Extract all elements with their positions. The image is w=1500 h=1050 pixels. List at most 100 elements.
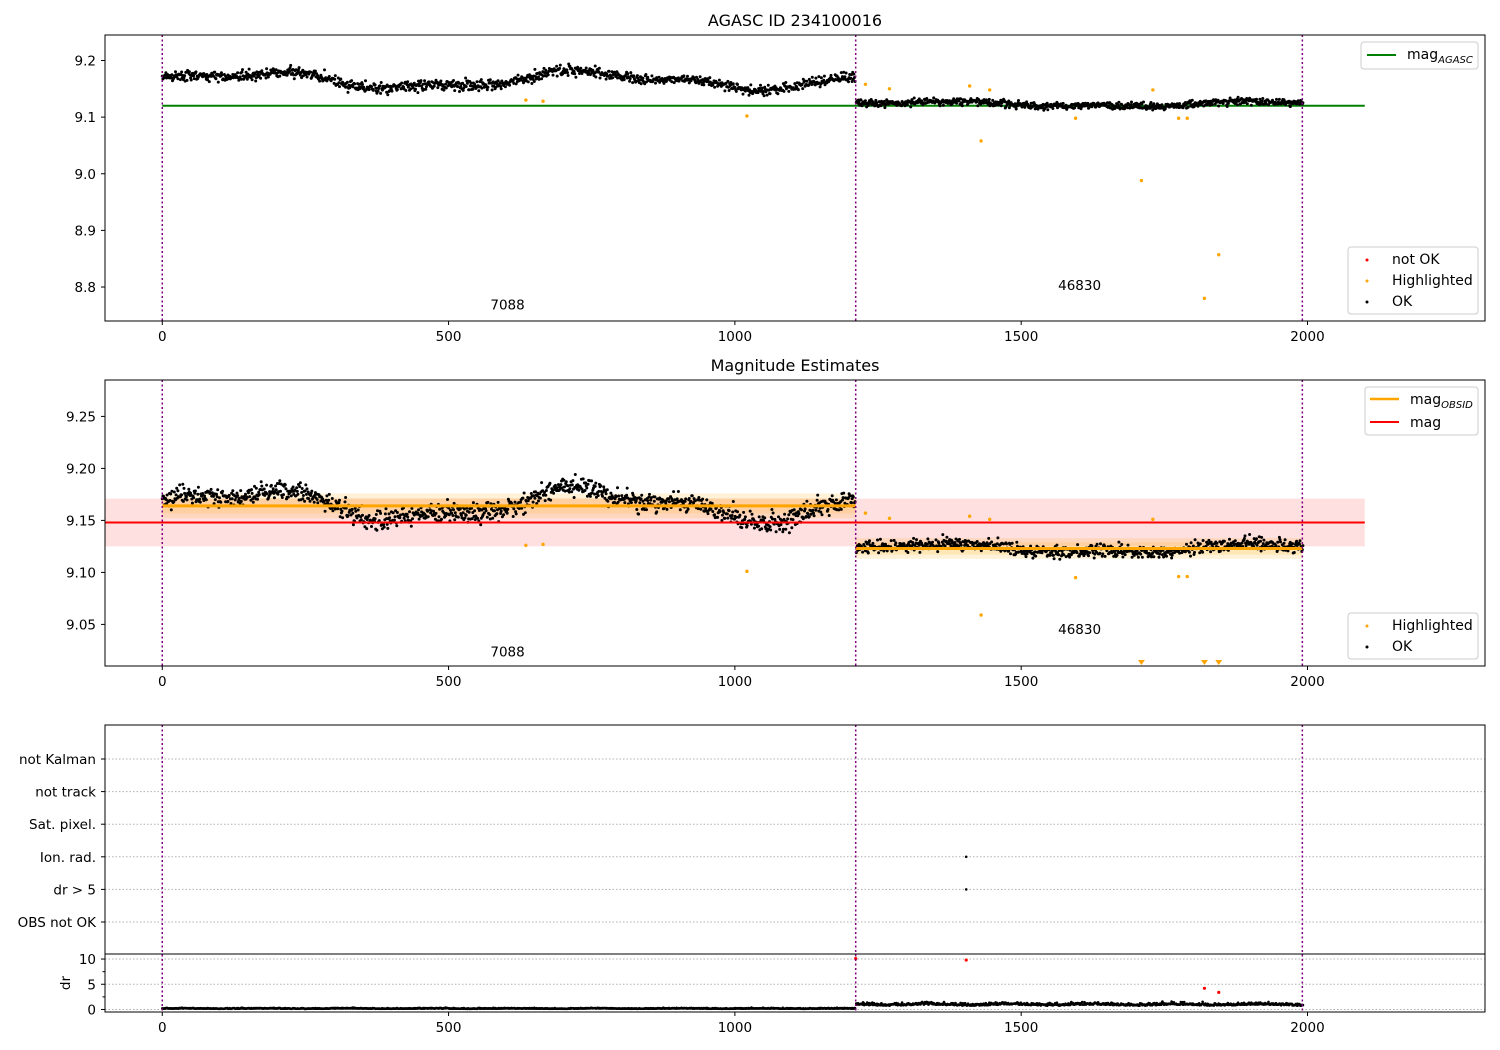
agasc-ok-point (584, 66, 588, 70)
estimates-ok-point (639, 497, 643, 501)
agasc-ok-point (638, 78, 642, 82)
estimates-ok-point (1126, 543, 1130, 547)
estimates-ok-point (912, 536, 916, 540)
estimates-ok-point (312, 500, 316, 504)
estimates-ok-point (245, 495, 249, 499)
estimates-ok-point (190, 501, 194, 505)
agasc-ok-point (847, 80, 850, 84)
agasc-ok-point (350, 79, 354, 83)
agasc-ok-point (925, 97, 929, 100)
estimates-ok-point (1298, 539, 1302, 543)
estimates-ok-point (181, 482, 185, 486)
estimates-ok-point (337, 501, 341, 505)
estimates-ok-point (452, 508, 455, 512)
estimates-ok-point (690, 494, 694, 498)
agasc-ytick-label: 8.8 (75, 280, 96, 296)
estimates-ok-point (926, 537, 930, 541)
estimates-ok-point (446, 498, 449, 501)
agasc-ok-point (1288, 105, 1292, 109)
agasc-ok-point (345, 80, 349, 84)
estimates-ok-point (689, 500, 693, 503)
estimates-ok-point (257, 490, 261, 494)
estimates-ok-point (1282, 541, 1286, 545)
estimates-ok-point (406, 515, 410, 519)
estimates-ok-point (736, 510, 739, 514)
estimates-ok-point (580, 487, 584, 491)
agasc-ok-point (644, 73, 648, 76)
agasc-ok-point (818, 85, 822, 89)
agasc-highlighted-point (745, 114, 749, 118)
agasc-ok-point (201, 75, 205, 79)
estimates-ok-point (1222, 539, 1226, 543)
agasc-ok-point (849, 76, 853, 80)
estimates-ok-point (514, 512, 518, 516)
flags-plot-area (105, 725, 1485, 1012)
estimates-ok-point (781, 527, 785, 531)
estimates-ok-point (426, 515, 430, 519)
agasc-ok-point (749, 83, 753, 87)
agasc-ok-point (185, 78, 189, 82)
agasc-ok-point (266, 75, 270, 79)
estimates-ok-point (975, 540, 979, 543)
estimates-ok-point (300, 491, 304, 494)
estimates-ok-point (229, 502, 233, 505)
agasc-ok-point (910, 98, 914, 102)
agasc-ok-point (727, 89, 731, 92)
agasc-ok-point (364, 79, 367, 83)
estimates-ok-point (837, 508, 841, 512)
estimates-ok-point (488, 517, 492, 521)
estimates-ok-point (570, 483, 574, 487)
estimates-highlighted-point (863, 511, 868, 515)
estimates-ok-point (395, 511, 399, 514)
estimates-ok-point (696, 507, 700, 511)
agasc-ok-point (843, 75, 847, 79)
estimates-ok-point (718, 510, 722, 513)
estimates-ok-point (247, 491, 250, 495)
estimates-ok-point (1098, 551, 1102, 555)
agasc-highlighted-point (987, 88, 992, 92)
estimates-ok-point (451, 514, 455, 517)
estimates-ok-point (543, 490, 547, 494)
agasc-ok-point (607, 69, 611, 73)
estimates-ok-point (722, 510, 726, 514)
estimates-ok-point (346, 514, 350, 518)
estimates-ok-point (464, 513, 468, 517)
estimates-ok-point (319, 499, 323, 503)
estimates-ok-point (274, 488, 278, 492)
estimates-ok-point (684, 497, 688, 501)
agasc-ok-point (452, 79, 455, 82)
agasc-ok-point (767, 88, 771, 92)
estimates-ok-point (293, 488, 297, 492)
estimates-ok-point (462, 507, 466, 511)
mag-legend-label: mag (1410, 415, 1441, 431)
offscale-marker (1215, 660, 1223, 665)
agasc-ok-point (361, 83, 364, 86)
estimates-ok-point (1055, 543, 1059, 547)
estimates-ok-point (585, 494, 589, 498)
agasc-ok-point (566, 71, 569, 75)
agasc-ok-point (238, 75, 242, 79)
estimates-ok-point (936, 550, 940, 554)
estimates-ok-point (1242, 537, 1246, 540)
agasc-ok-point (723, 89, 727, 93)
estimates-ok-point (540, 481, 544, 485)
estimates-ok-point (383, 512, 387, 516)
estimates-ok-point (284, 487, 288, 491)
estimates-ok-point (465, 506, 469, 510)
agasc-ok-point (759, 83, 762, 87)
estimates-ok-point (1201, 539, 1205, 542)
estimates-ok-point (740, 526, 744, 530)
estimates-highlighted-point (1073, 575, 1078, 580)
estimates-ok-point (484, 509, 488, 513)
estimates-ok-point (581, 477, 585, 481)
estimates-ok-point (212, 494, 215, 498)
flag-point (964, 855, 968, 859)
agasc-ok-point (1123, 107, 1127, 111)
agasc-ok-point (1140, 102, 1144, 106)
estimates-ok-point (570, 490, 574, 494)
agasc-ok-point (404, 89, 408, 92)
estimates-ok-point (760, 527, 764, 531)
agasc-ok-point (1120, 103, 1124, 106)
agasc-ok-point (860, 104, 864, 108)
agasc-ok-point (793, 82, 797, 86)
